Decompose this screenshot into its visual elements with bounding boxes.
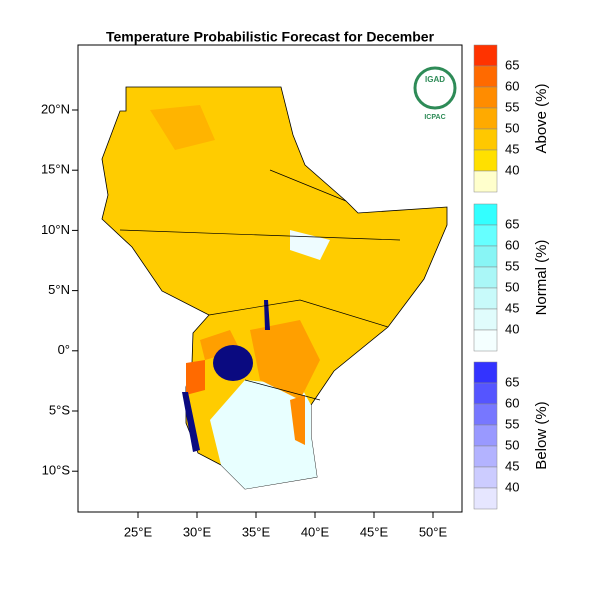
legend-level: 60	[505, 395, 519, 410]
legend-swatch	[473, 170, 498, 193]
lat-label: 5°S	[49, 402, 70, 417]
legend-level: 50	[505, 437, 519, 452]
legend-level: 45	[505, 300, 519, 315]
legend-level: 60	[505, 78, 519, 93]
legend-swatch	[473, 245, 498, 268]
normal-area	[210, 380, 317, 489]
legend-level: 50	[505, 279, 519, 294]
legend-title: Above (%)	[533, 83, 550, 153]
legend-title: Normal (%)	[533, 240, 550, 316]
legend-level: 55	[505, 416, 519, 431]
logo-org: ICPAC	[424, 114, 445, 121]
lake-turkana	[264, 300, 270, 330]
legend-level: 55	[505, 258, 519, 273]
legend-swatch	[473, 128, 498, 151]
lake-tanganyika	[182, 392, 200, 452]
lat-label: 10°N	[41, 222, 70, 237]
legend-swatch	[473, 44, 498, 67]
lat-label: 5°N	[48, 282, 70, 297]
legend-swatch	[473, 424, 498, 447]
legend-swatch	[473, 107, 498, 130]
legend-swatch	[473, 308, 498, 331]
legend-level: 45	[505, 458, 519, 473]
above-area	[186, 360, 205, 395]
legend-swatch	[473, 361, 498, 384]
map-region	[101, 86, 448, 490]
legend-swatch	[473, 266, 498, 289]
above-area	[150, 105, 215, 150]
lon-label: 50°E	[419, 524, 448, 539]
legend-level: 65	[505, 374, 519, 389]
lat-label: 15°N	[41, 162, 70, 177]
legend-level: 65	[505, 216, 519, 231]
legend-swatch	[473, 403, 498, 426]
normal-area	[290, 230, 330, 260]
legend-swatch	[473, 329, 498, 352]
lat-label: 0°	[58, 342, 70, 357]
legend-level: 45	[505, 141, 519, 156]
legend-level: 40	[505, 321, 519, 336]
legend-swatch	[473, 86, 498, 109]
legend-swatch	[473, 487, 498, 510]
legend-level: 40	[505, 162, 519, 177]
legend-level: 55	[505, 99, 519, 114]
legend-title: Below (%)	[533, 401, 550, 469]
map-title: Temperature Probabilistic Forecast for D…	[106, 29, 435, 45]
legend-swatch	[473, 149, 498, 172]
lon-label: 25°E	[124, 524, 153, 539]
logo-name: IGAD	[425, 75, 445, 84]
lon-label: 45°E	[360, 524, 389, 539]
legend-swatch	[473, 224, 498, 247]
lat-label: 10°S	[42, 463, 71, 478]
logo-ring	[413, 66, 457, 110]
legend-level: 50	[505, 120, 519, 135]
legend-swatch	[473, 445, 498, 468]
lon-label: 30°E	[183, 524, 212, 539]
legend-swatch	[473, 287, 498, 310]
legend-swatch	[473, 65, 498, 88]
logo: IGAD ICPAC	[413, 66, 457, 121]
legend-level: 65	[505, 57, 519, 72]
legend-level: 60	[505, 237, 519, 252]
lon-label: 40°E	[301, 524, 330, 539]
lon-label: 35°E	[242, 524, 271, 539]
lat-label: 20°N	[41, 101, 70, 116]
borders	[119, 169, 401, 401]
legend-swatch	[473, 466, 498, 489]
legend-swatch	[473, 203, 498, 226]
legend-swatch	[473, 382, 498, 405]
legend-level: 40	[505, 479, 519, 494]
above-area	[250, 320, 320, 400]
above-area	[290, 395, 305, 445]
lake-victoria	[213, 345, 253, 381]
